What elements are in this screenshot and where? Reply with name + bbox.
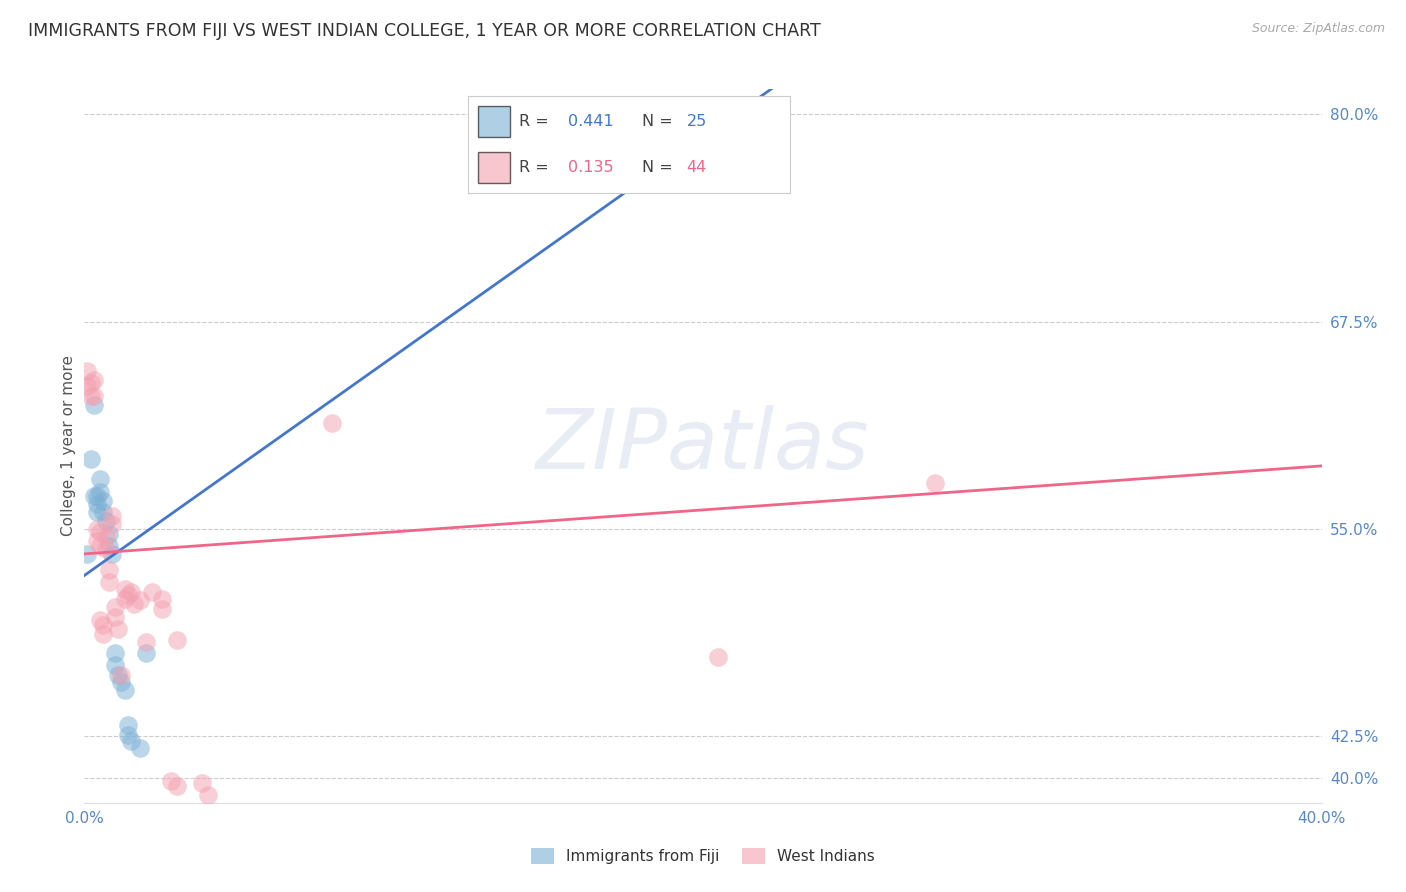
Point bbox=[86, 533, 108, 548]
Point bbox=[117, 588, 139, 602]
Point bbox=[150, 601, 173, 615]
Point bbox=[98, 575, 121, 590]
Point bbox=[94, 541, 117, 556]
Point bbox=[86, 497, 108, 511]
Point bbox=[91, 493, 114, 508]
Point bbox=[114, 591, 136, 606]
Point bbox=[104, 658, 127, 673]
Point bbox=[86, 505, 108, 519]
Point bbox=[129, 741, 152, 756]
Text: ZIPatlas: ZIPatlas bbox=[536, 406, 870, 486]
Point bbox=[76, 547, 98, 561]
Point bbox=[104, 599, 127, 614]
Point bbox=[79, 389, 101, 403]
Point bbox=[172, 817, 194, 831]
Point bbox=[114, 582, 136, 596]
Point bbox=[94, 514, 117, 528]
Point bbox=[107, 622, 129, 636]
Text: Source: ZipAtlas.com: Source: ZipAtlas.com bbox=[1251, 22, 1385, 36]
Point bbox=[135, 635, 157, 649]
Point bbox=[89, 485, 111, 500]
Point bbox=[117, 728, 139, 742]
Point bbox=[76, 379, 98, 393]
Y-axis label: College, 1 year or more: College, 1 year or more bbox=[60, 356, 76, 536]
Point bbox=[212, 850, 235, 864]
Legend: Immigrants from Fiji, West Indians: Immigrants from Fiji, West Indians bbox=[524, 842, 882, 870]
Point bbox=[110, 668, 132, 682]
Point bbox=[166, 779, 188, 793]
Point bbox=[924, 475, 946, 490]
Point bbox=[321, 416, 343, 430]
Point bbox=[91, 505, 114, 519]
Point bbox=[98, 564, 121, 578]
Point bbox=[114, 682, 136, 697]
Point bbox=[150, 591, 173, 606]
Point bbox=[107, 668, 129, 682]
Point bbox=[141, 585, 163, 599]
Point bbox=[104, 647, 127, 661]
Point bbox=[129, 593, 152, 607]
Point bbox=[89, 472, 111, 486]
Point bbox=[191, 776, 214, 790]
Point bbox=[117, 718, 139, 732]
Point bbox=[166, 633, 188, 648]
Point bbox=[79, 452, 101, 467]
Point bbox=[76, 364, 98, 378]
Point bbox=[122, 597, 145, 611]
Point bbox=[98, 539, 121, 553]
Point bbox=[86, 489, 108, 503]
Point bbox=[98, 527, 121, 541]
Point bbox=[91, 626, 114, 640]
Point bbox=[101, 547, 124, 561]
Point bbox=[83, 397, 105, 411]
Point bbox=[91, 618, 114, 632]
Point bbox=[89, 525, 111, 540]
Point bbox=[101, 516, 124, 531]
Point bbox=[101, 508, 124, 523]
Point bbox=[79, 376, 101, 390]
Point bbox=[94, 530, 117, 544]
Point bbox=[110, 674, 132, 689]
Point bbox=[160, 774, 183, 789]
Point bbox=[181, 817, 204, 831]
Point bbox=[83, 489, 105, 503]
Point bbox=[83, 373, 105, 387]
Point bbox=[707, 649, 730, 664]
Point bbox=[86, 522, 108, 536]
Point bbox=[83, 389, 105, 403]
Point bbox=[104, 610, 127, 624]
Point bbox=[89, 613, 111, 627]
Point bbox=[120, 734, 142, 748]
Text: IMMIGRANTS FROM FIJI VS WEST INDIAN COLLEGE, 1 YEAR OR MORE CORRELATION CHART: IMMIGRANTS FROM FIJI VS WEST INDIAN COLL… bbox=[28, 22, 821, 40]
Point bbox=[197, 788, 219, 802]
Point bbox=[120, 585, 142, 599]
Point bbox=[89, 539, 111, 553]
Point bbox=[135, 647, 157, 661]
